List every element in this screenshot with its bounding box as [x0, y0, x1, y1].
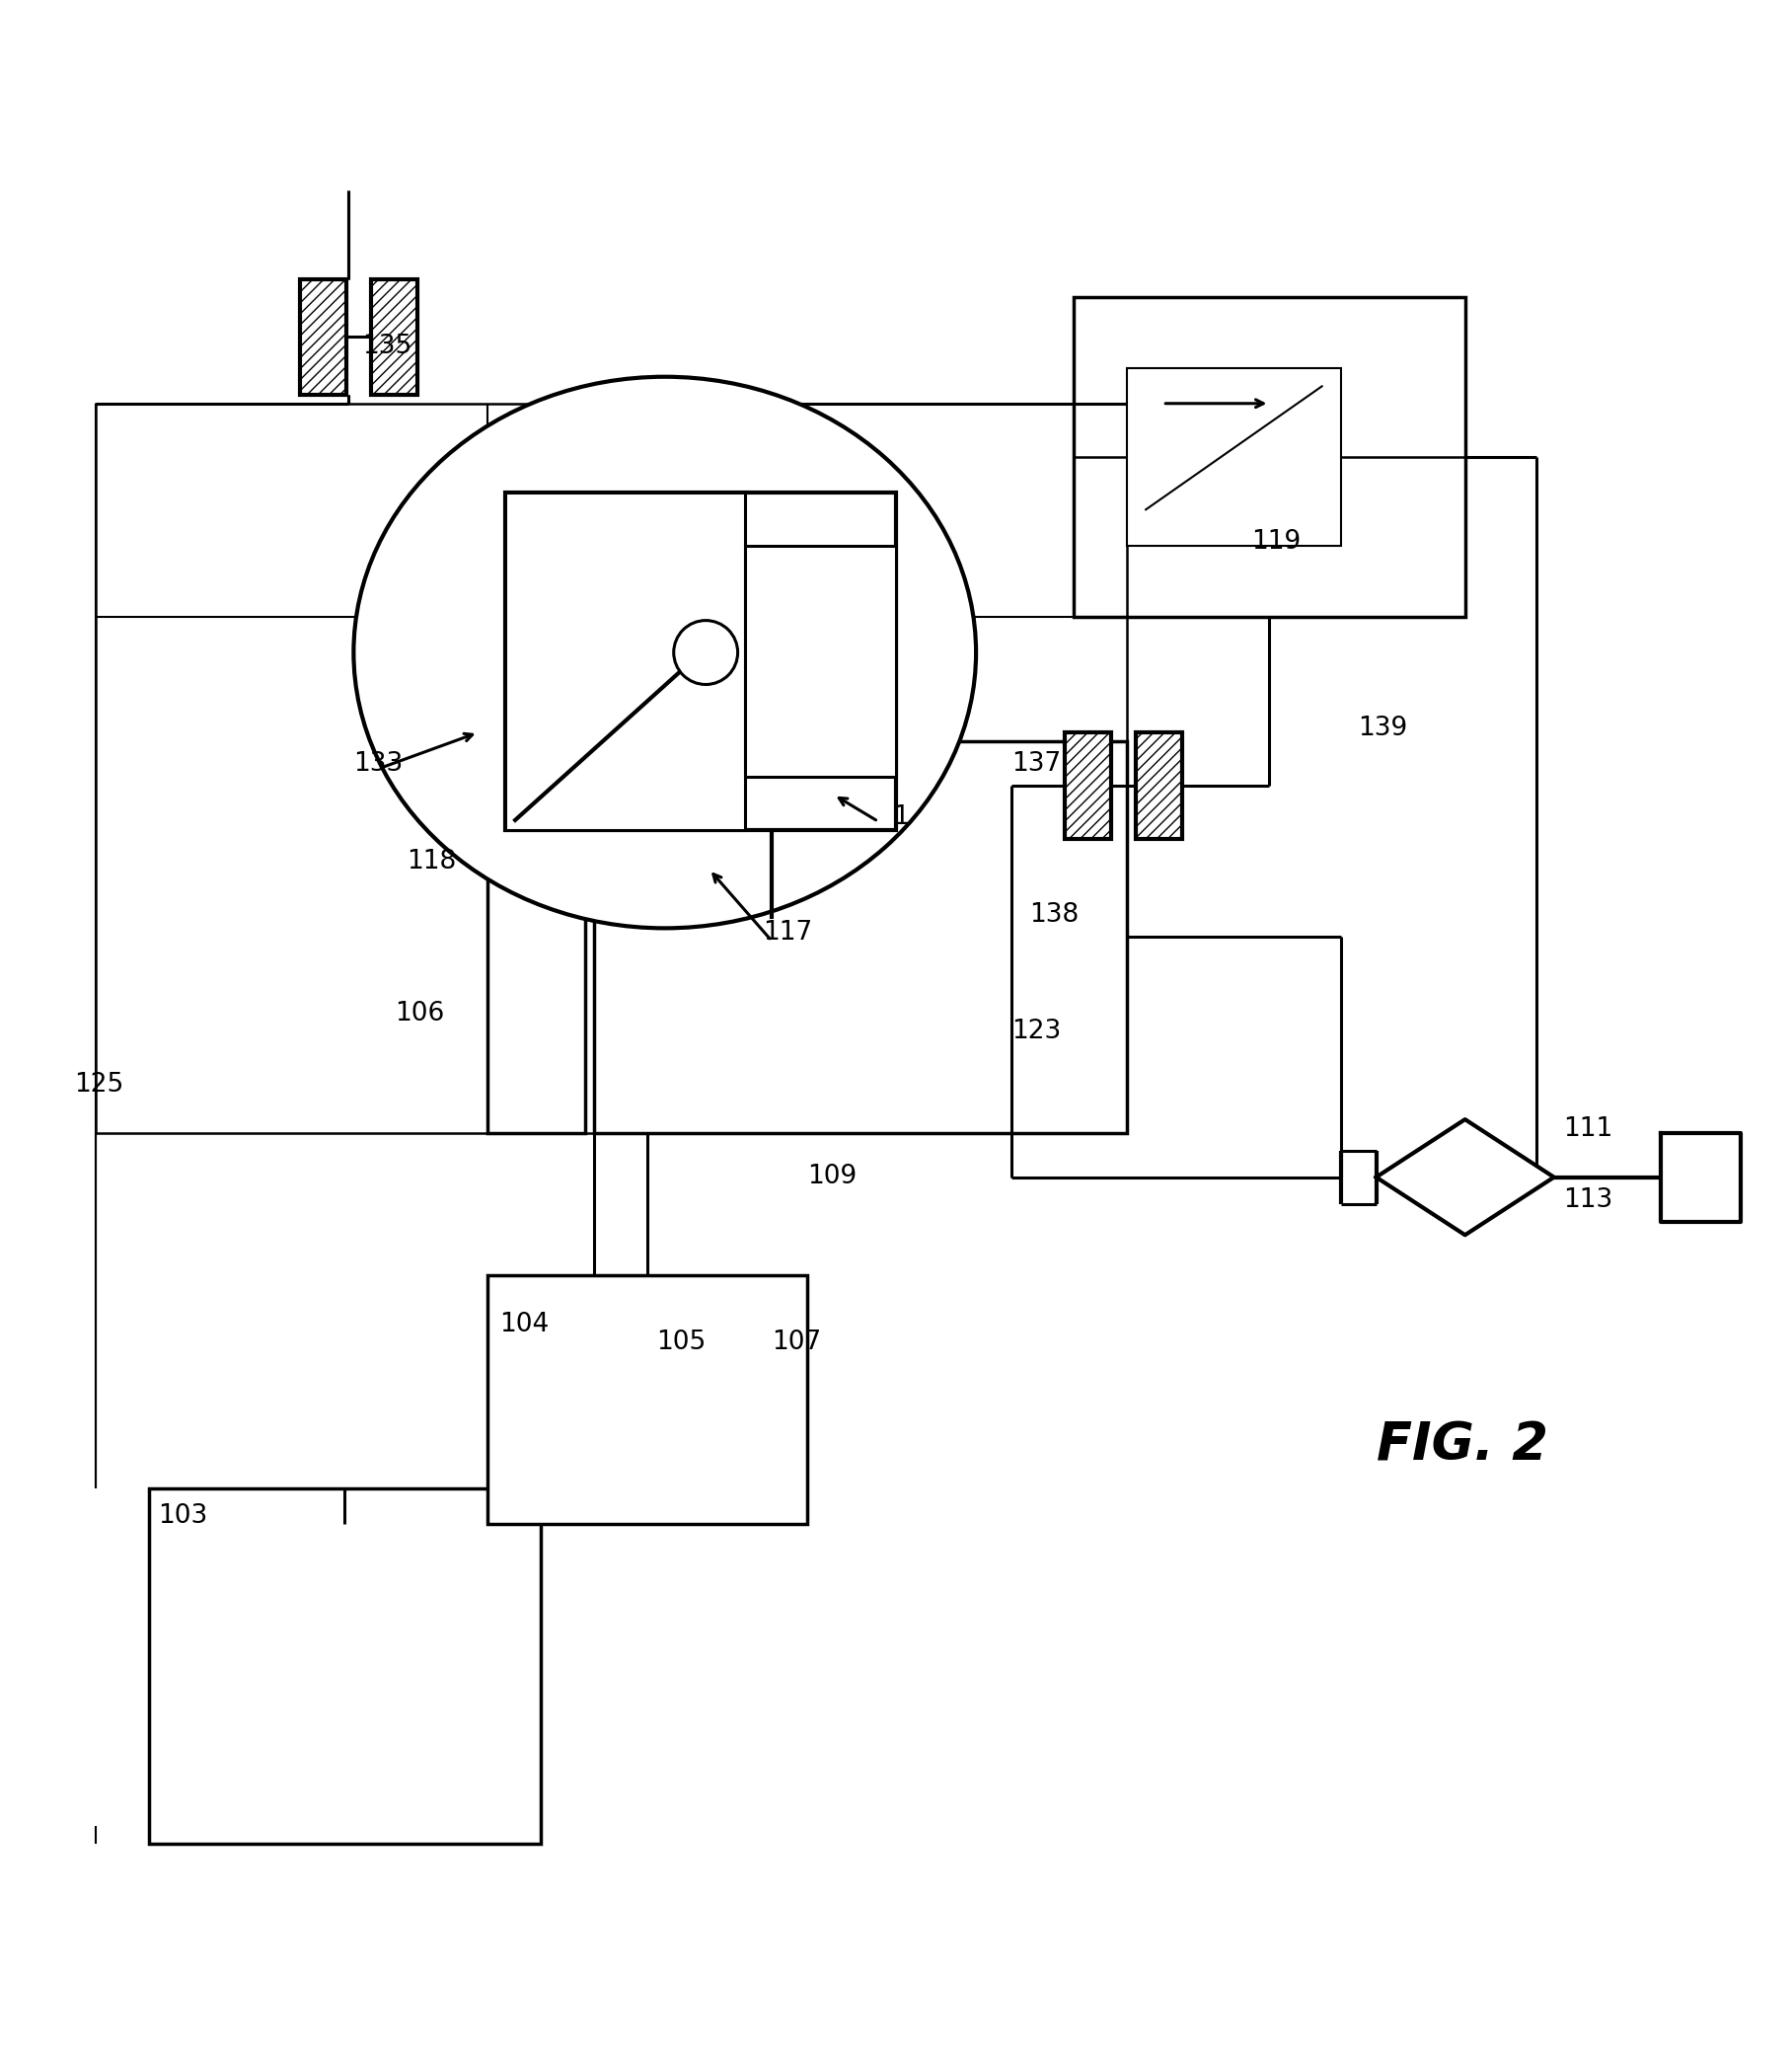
- Text: 119: 119: [1251, 529, 1301, 554]
- Text: FIG. 2: FIG. 2: [1376, 1420, 1548, 1471]
- Bar: [95, 404, 1127, 1133]
- Text: 104: 104: [500, 1311, 548, 1338]
- Bar: [149, 1488, 541, 1845]
- Bar: [745, 546, 896, 778]
- Text: 109: 109: [806, 1163, 857, 1190]
- Polygon shape: [1376, 1120, 1554, 1235]
- Bar: [593, 741, 1127, 1133]
- Bar: [371, 279, 418, 394]
- Text: 115: 115: [754, 583, 803, 607]
- Bar: [1136, 733, 1183, 839]
- Bar: [1127, 367, 1340, 546]
- Text: 139: 139: [1358, 716, 1409, 741]
- Text: 123: 123: [1012, 1018, 1061, 1044]
- Text: 135: 135: [362, 332, 412, 359]
- Text: 113: 113: [1563, 1188, 1613, 1213]
- Text: 105: 105: [656, 1330, 706, 1354]
- Polygon shape: [1661, 1133, 1740, 1221]
- Bar: [505, 492, 896, 831]
- Bar: [505, 492, 745, 831]
- Text: 138: 138: [1029, 903, 1079, 928]
- Text: 111: 111: [1563, 1116, 1613, 1141]
- Bar: [487, 1274, 806, 1525]
- Bar: [487, 821, 584, 1133]
- Bar: [301, 279, 346, 394]
- Text: 106: 106: [394, 999, 444, 1026]
- Text: 117: 117: [763, 919, 812, 946]
- Bar: [1064, 733, 1111, 839]
- Text: 131: 131: [860, 804, 910, 831]
- Text: 133: 133: [353, 751, 403, 778]
- Circle shape: [674, 620, 738, 685]
- Text: 118: 118: [407, 850, 457, 874]
- Text: 107: 107: [772, 1330, 821, 1354]
- Text: 137: 137: [1012, 751, 1061, 778]
- Text: 103: 103: [158, 1504, 208, 1529]
- Bar: [1073, 298, 1466, 618]
- Text: 125: 125: [75, 1071, 124, 1098]
- Ellipse shape: [353, 378, 977, 928]
